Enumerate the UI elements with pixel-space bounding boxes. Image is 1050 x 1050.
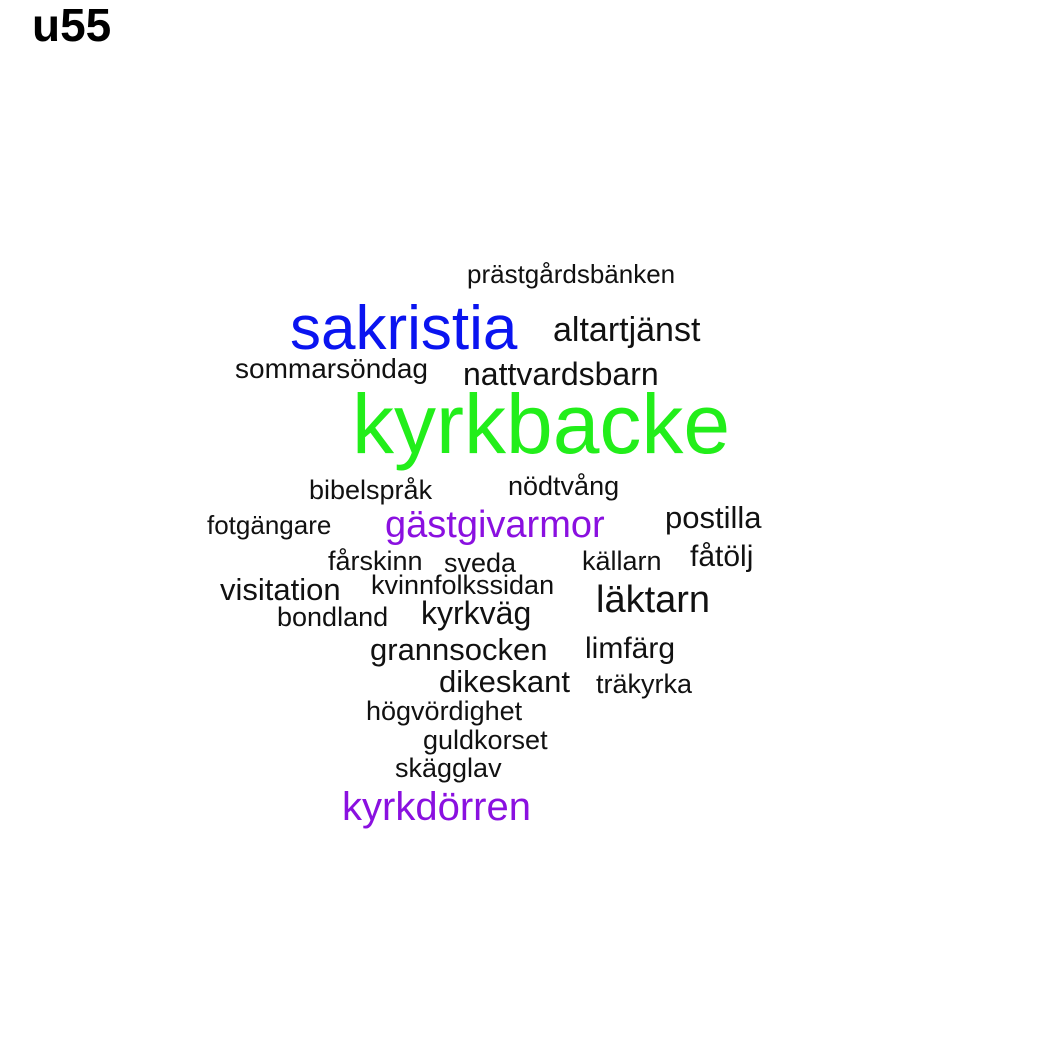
cloud-word: fåtölj <box>690 540 753 573</box>
cloud-word: postilla <box>665 500 762 535</box>
cloud-word: sommarsöndag <box>235 353 428 384</box>
cloud-word: sakristia <box>290 294 518 363</box>
cloud-word: sveda <box>444 548 517 578</box>
cloud-word: nattvardsbarn <box>463 356 659 392</box>
cloud-word: bibelspråk <box>309 475 433 505</box>
cloud-word: kyrkdörren <box>342 785 531 829</box>
cloud-word: källarn <box>582 546 662 576</box>
cloud-word: limfärg <box>585 632 675 665</box>
cloud-word: högvördighet <box>366 696 523 726</box>
cloud-word: altartjänst <box>553 311 701 349</box>
cloud-word: nödtvång <box>508 471 619 501</box>
cloud-word: fårskinn <box>328 546 423 576</box>
cloud-word: dikeskant <box>439 664 570 699</box>
cloud-word: träkyrka <box>596 669 693 699</box>
cloud-word: prästgårdsbänken <box>467 259 675 289</box>
cloud-word: visitation <box>220 572 341 607</box>
cloud-word: grannsocken <box>370 632 548 667</box>
cloud-word: läktarn <box>596 579 710 621</box>
cloud-word: guldkorset <box>423 725 548 755</box>
cloud-word: kyrkväg <box>421 595 531 631</box>
cloud-word: kvinnfolkssidan <box>371 570 554 600</box>
page-title: u55 <box>32 0 112 51</box>
cloud-word: gästgivarmor <box>385 504 605 546</box>
cloud-word: skägglav <box>395 753 502 783</box>
cloud-word: bondland <box>277 602 388 632</box>
cloud-word: fotgängare <box>207 510 331 540</box>
cloud-word: kyrkbacke <box>352 377 730 471</box>
